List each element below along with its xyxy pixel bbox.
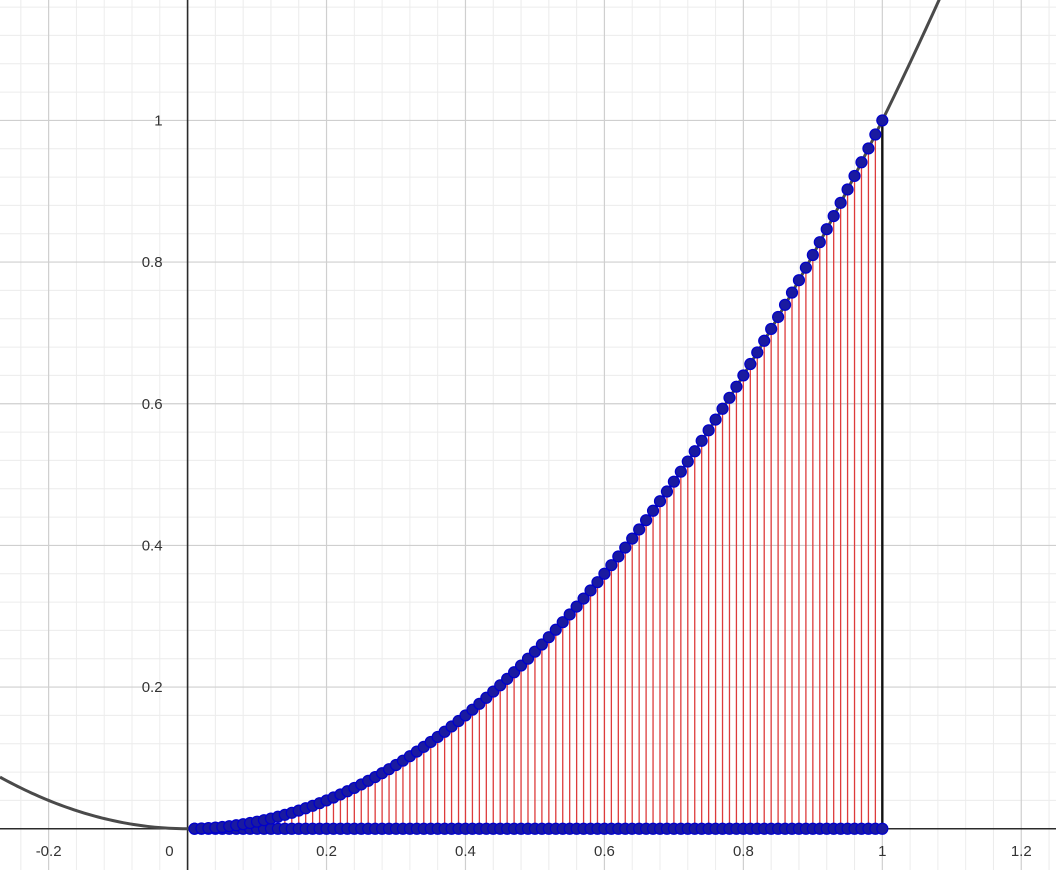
base-point [876, 822, 889, 835]
base-points [188, 822, 889, 835]
curve-point [605, 559, 618, 572]
curve-point [869, 128, 882, 141]
curve-point [862, 142, 875, 155]
curve-point [653, 495, 667, 508]
curve-point [688, 445, 701, 458]
x-tick-label: 1 [878, 843, 886, 860]
riemann-bars [193, 120, 883, 829]
curve-point [535, 638, 548, 651]
curve-point [612, 550, 625, 563]
curve-point [640, 514, 653, 527]
curve-point [716, 402, 729, 415]
curve-point [785, 286, 799, 299]
curve-point [660, 485, 674, 498]
curve-point [549, 623, 562, 636]
curve-point [799, 261, 812, 274]
curve-point [778, 298, 792, 311]
curve-point [626, 532, 639, 545]
y-tick-label: 0.4 [142, 537, 163, 554]
curve-point [834, 196, 847, 209]
curve-point [584, 584, 597, 597]
y-tick-label: 0.8 [142, 254, 163, 271]
curve-point [855, 156, 868, 169]
x-tick-label: 0.6 [594, 843, 615, 860]
curve-point [876, 114, 889, 127]
curve-point [730, 380, 743, 393]
x-tick-label: 0 [165, 843, 173, 860]
curve-point [709, 413, 722, 426]
x-tick-label: -0.2 [36, 843, 62, 860]
y-tick-label: 0.6 [142, 396, 163, 413]
x-tick-label: 0.4 [455, 843, 476, 860]
curve-point [723, 391, 736, 404]
curve-point [841, 183, 854, 196]
curve-point [681, 455, 694, 468]
curve-point [772, 310, 785, 324]
curve-point [695, 434, 708, 447]
x-tick-label: 0.8 [733, 843, 754, 860]
curve-points [188, 114, 889, 835]
curve-point [591, 576, 604, 589]
curve-point [827, 210, 840, 223]
curve-point [737, 369, 750, 382]
curve-point [667, 475, 680, 488]
curve-point [674, 465, 687, 478]
curve-point [820, 223, 833, 236]
curve-point [542, 631, 555, 644]
curve-point [702, 424, 715, 437]
curve-point [792, 274, 806, 287]
x-tick-label: 1.2 [1011, 843, 1032, 860]
curve-point [813, 236, 826, 249]
curve-point [633, 523, 646, 536]
curve-point [758, 334, 771, 347]
curve-point [744, 357, 757, 371]
y-tick-labels: 0.2 0.4 0.6 0.8 1 [142, 112, 163, 696]
curve-point [598, 567, 611, 580]
curve-point [765, 322, 778, 336]
curve-point [646, 504, 660, 517]
y-tick-label: 0.2 [142, 679, 163, 696]
curve-point [619, 541, 632, 554]
x-tick-labels: -0.2 0 0.2 0.4 0.6 0.8 1 1.2 [36, 843, 1032, 860]
x-tick-label: 0.2 [316, 843, 337, 860]
curve-point [570, 600, 583, 613]
curve-point [563, 608, 576, 621]
curve-point [848, 169, 861, 183]
curve-point [806, 248, 819, 262]
curve-point [577, 592, 590, 605]
y-tick-label: 1 [154, 112, 162, 129]
curve-point [556, 616, 569, 629]
curve-point [751, 346, 764, 359]
